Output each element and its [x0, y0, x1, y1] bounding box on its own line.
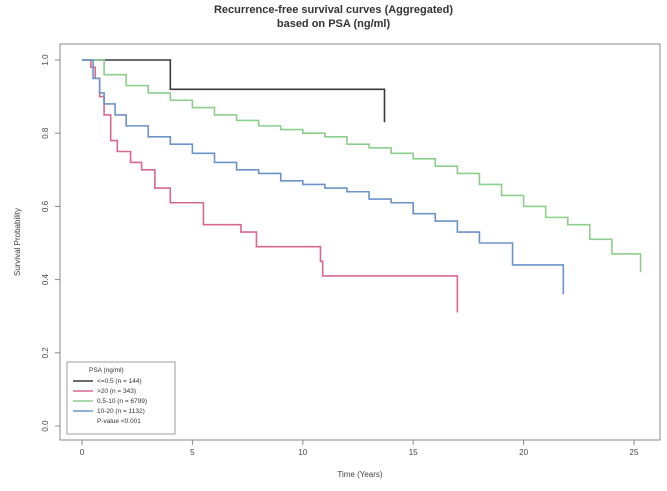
series-line-1 [82, 59, 459, 313]
legend-label-0: <=0.5 (n = 144) [97, 378, 142, 385]
x-axis-label: Time (Years) [337, 470, 383, 479]
x-tick-label: 0 [80, 448, 85, 457]
series-line-0 [82, 59, 386, 123]
x-tick-label: 5 [190, 448, 195, 457]
y-axis-label: Survival Probability [13, 208, 22, 276]
legend-label-3: 10-20 (n = 1132) [97, 408, 145, 415]
x-tick-label: 15 [409, 448, 418, 457]
plot-frame [59, 43, 661, 441]
y-tick-label: 0.8 [41, 127, 50, 139]
x-tick-label: 10 [298, 448, 307, 457]
x-tick-label: 20 [519, 448, 528, 457]
legend-label-1: >20 (n = 343) [97, 388, 136, 395]
series-line-3 [82, 59, 565, 295]
y-tick-label: 1.0 [41, 54, 50, 66]
legend-box [66, 361, 176, 435]
y-tick-label: 0.4 [41, 273, 50, 285]
x-tick-label: 25 [630, 448, 639, 457]
chart-title: Recurrence-free survival curves (Aggrega… [213, 4, 454, 16]
legend-title: PSA (ng/ml) [89, 367, 124, 374]
y-tick-label: 0.6 [41, 200, 50, 212]
legend-pvalue: P-value <0.001 [97, 418, 141, 425]
legend-label-2: 0.5-10 (n = 6799) [97, 398, 147, 405]
y-tick-label: 0.0 [41, 420, 50, 432]
chart-subtitle: based on PSA (ng/ml) [276, 18, 391, 30]
series-line-2 [82, 59, 642, 273]
y-tick-label: 0.2 [41, 347, 50, 359]
